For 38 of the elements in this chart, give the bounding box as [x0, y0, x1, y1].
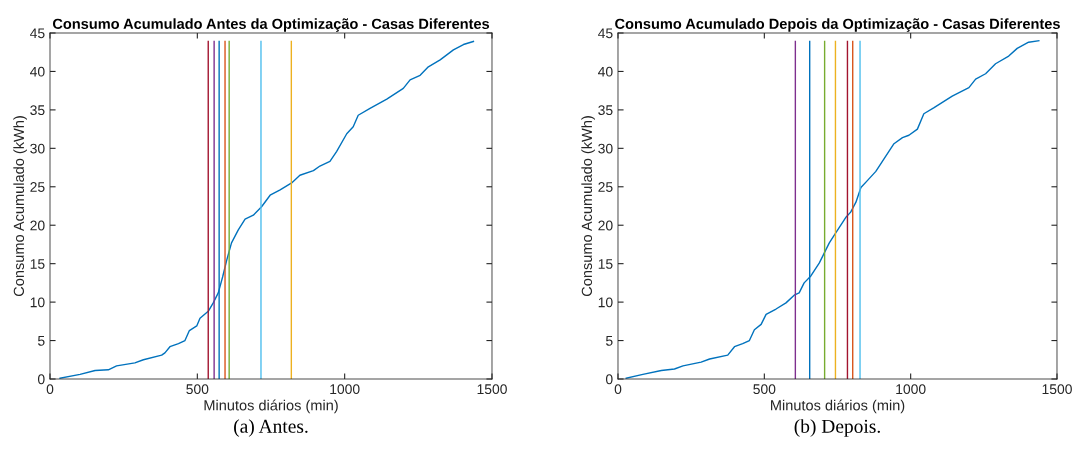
y-tick-label: 0: [605, 374, 613, 385]
text: (b) Depois.: [794, 419, 880, 437]
y-tick-label: 20: [598, 220, 613, 231]
text: (a) Antes.: [234, 419, 308, 437]
y-tick-label: 5: [37, 336, 45, 346]
x-tick-label: 1000: [896, 384, 926, 395]
y-axis-title: Consumo Acumulado (kWh): [581, 116, 595, 297]
chart-title: Consumo Acumulado Depois da Optimização - Casas Diferentes: [615, 18, 1060, 32]
x-tick-label: 0: [46, 384, 54, 395]
y-tick-label: 45: [598, 28, 613, 39]
y-tick-label: 30: [598, 143, 613, 154]
y-tick-label: 35: [30, 105, 45, 116]
y-tick-label: 35: [598, 105, 613, 116]
y-tick-label: 30: [30, 143, 45, 154]
x-tick-label: 500: [186, 384, 209, 395]
x-axis-title: Minutos diários (min): [204, 399, 338, 414]
y-tick-label: 0: [37, 374, 45, 385]
x-tick-label: 1500: [1042, 384, 1072, 395]
y-tick-label: 10: [598, 297, 613, 308]
y-tick-label: 15: [598, 259, 613, 269]
y-tick-label: 15: [30, 259, 45, 269]
x-axis-title: Minutos diários (min): [771, 399, 905, 414]
y-tick-label: 25: [598, 182, 613, 192]
x-tick-label: 1500: [477, 384, 507, 395]
line-series: [625, 39, 1040, 379]
y-tick-label: 40: [30, 66, 45, 77]
y-tick-label: 40: [598, 66, 613, 77]
y-tick-label: 5: [605, 336, 613, 346]
x-tick-label: 500: [753, 384, 776, 395]
y-tick-label: 25: [30, 182, 45, 192]
x-tick-label: 0: [614, 384, 622, 395]
y-axis-title: Consumo Acumulado (kWh): [13, 116, 27, 297]
x-tick-label: 1000: [330, 384, 360, 395]
chart-title: Consumo Acumulado Antes da Optimização - Casas Diferentes: [52, 18, 490, 32]
y-tick-label: 45: [30, 28, 45, 39]
line-series: [59, 40, 475, 379]
y-tick-label: 10: [30, 297, 45, 308]
y-tick-label: 20: [30, 220, 45, 231]
